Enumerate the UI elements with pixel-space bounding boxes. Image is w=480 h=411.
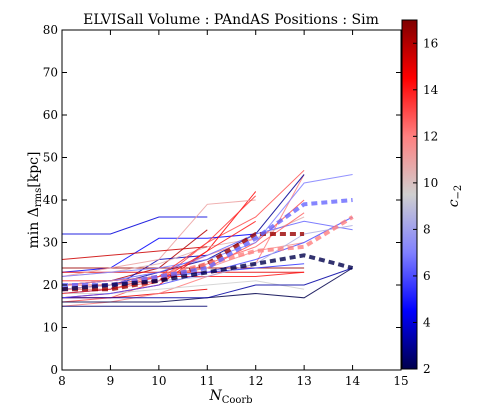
colorbar-tick-label: 6 [423,269,431,283]
x-ticks: 8 9 10 11 12 13 14 15 [58,30,409,388]
series-line [62,169,305,303]
colorbar-tick-label: 10 [423,176,438,190]
x-tick-label: 12 [248,374,263,388]
series-line [62,199,256,277]
series-line [62,220,353,286]
median-line [62,198,353,287]
series-line [62,174,353,277]
colorbar-tick-label: 8 [423,222,431,236]
series-line [62,246,208,260]
series-line [62,267,353,299]
x-tick-label: 9 [107,374,115,388]
y-axis-label-unit: [kpc] [26,152,42,188]
y-tick-label: 60 [43,108,58,122]
x-tick-label: 8 [58,374,66,388]
colorbar-label-sub: −2 [453,185,464,200]
y-axis-label-main: min Δ [26,207,42,248]
y-tick-label: 70 [43,66,58,80]
y-tick-label: 10 [43,321,58,335]
series-line [62,220,256,290]
x-tick-label: 15 [393,374,408,388]
colorbar-tick-label: 2 [423,362,431,376]
series-line [62,233,256,273]
y-tick-label: 50 [43,151,58,165]
colorbar-tick-label: 4 [423,315,431,329]
y-tick-label: 20 [43,278,58,292]
series-line [62,191,257,299]
colorbar-tick-label: 16 [423,36,438,50]
median-line [62,253,354,292]
colorbar-label: c−2 [446,185,464,208]
y-ticks: 0 10 20 30 40 50 60 70 80 [43,23,401,377]
series-line [62,280,305,294]
colorbar-label-main: c [446,199,462,207]
x-tick-label: 11 [200,374,215,388]
colorbar-tick-label: 14 [423,83,439,97]
median-layer [62,198,354,292]
x-tick-label: 13 [297,374,312,388]
chart-title: ELVISall Volume : PAndAS Positions : Sim [83,12,379,28]
series-line [62,216,208,235]
y-axis-label-sub: rms [33,188,44,207]
x-axis-label: NCoorb [208,388,252,406]
y-tick-label: 40 [43,193,58,207]
x-axis-label-sub: Coorb [222,395,253,406]
colorbar-ticks: 2 4 6 8 10 12 14 16 [413,36,439,376]
series-line [62,174,305,307]
x-tick-label: 10 [151,374,166,388]
y-tick-label: 30 [43,236,58,250]
series-line [62,225,353,290]
y-tick-label: 0 [50,363,58,377]
series-line [62,195,257,294]
x-axis-label-main: N [208,388,222,404]
colorbar [401,19,418,370]
series-line [62,216,353,299]
median-line [62,215,354,292]
colorbar-tick-label: 12 [423,129,438,143]
x-tick-label: 14 [345,374,361,388]
y-tick-label: 80 [43,23,58,37]
plot-frame [61,29,402,371]
y-axis-label: min Δrms[kpc] [26,152,44,249]
